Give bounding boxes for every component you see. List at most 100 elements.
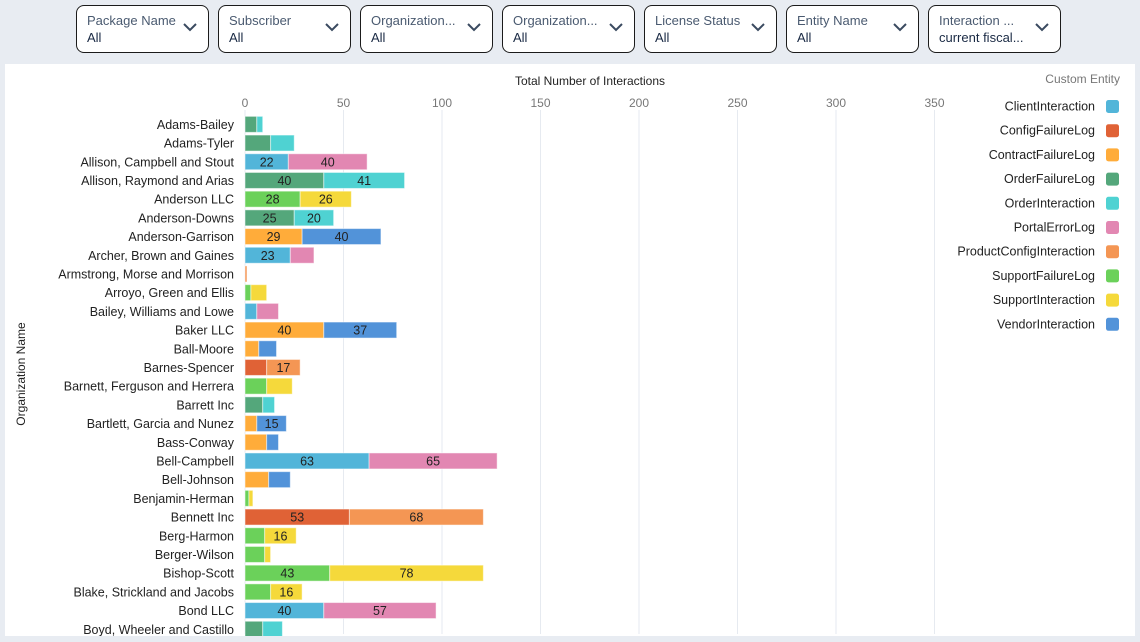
bar-segment[interactable] — [293, 209, 335, 227]
bar-segment[interactable] — [250, 284, 268, 302]
bar-segment[interactable] — [368, 452, 498, 470]
bar-segment[interactable] — [244, 377, 268, 395]
legend-item[interactable]: ClientInteraction — [1005, 100, 1119, 114]
bar-row[interactable] — [244, 265, 248, 283]
bar-segment[interactable] — [323, 321, 398, 339]
bar-segment[interactable] — [348, 508, 484, 526]
bar-segment[interactable] — [258, 340, 278, 358]
bar-segment[interactable] — [244, 284, 252, 302]
bar-row[interactable]: 40 41 — [244, 171, 406, 189]
legend-item[interactable]: SupportInteraction — [993, 293, 1119, 307]
bar-segment[interactable] — [248, 489, 254, 507]
bar-segment[interactable] — [244, 620, 264, 638]
filter-package-name[interactable]: Package Name All — [76, 5, 209, 53]
bar-segment[interactable] — [264, 527, 297, 545]
bar-segment[interactable] — [244, 265, 248, 283]
bar-row[interactable] — [244, 340, 278, 358]
bar-segment[interactable] — [323, 602, 437, 620]
bar-segment[interactable] — [256, 302, 279, 320]
stacked-bar-chart: Total Number of Interactions Organizatio… — [14, 72, 1120, 638]
bar-row[interactable]: 28 26 — [244, 190, 352, 208]
legend-label: ClientInteraction — [1005, 100, 1095, 114]
bar-segment[interactable] — [256, 115, 264, 133]
legend-item[interactable]: OrderFailureLog — [1004, 172, 1119, 186]
legend-item[interactable]: OrderInteraction — [1005, 196, 1119, 210]
legend-swatch — [1106, 124, 1119, 138]
bar-segment[interactable] — [270, 583, 303, 601]
bar-segment[interactable] — [244, 527, 266, 545]
bar-row[interactable] — [244, 377, 293, 395]
bar-row[interactable] — [244, 115, 264, 133]
filter-subscriber[interactable]: Subscriber All — [218, 5, 351, 53]
bar-row[interactable] — [244, 489, 254, 507]
bar-segment[interactable] — [287, 153, 368, 171]
legend-item[interactable]: ContractFailureLog — [989, 148, 1119, 162]
y-tick-label: Adams-Tyler — [164, 137, 234, 151]
bar-segment[interactable] — [256, 415, 287, 433]
bar-segment[interactable] — [299, 190, 352, 208]
bar-row[interactable]: 17 — [244, 358, 301, 376]
bar-segment[interactable] — [244, 433, 268, 451]
y-tick-label: Armstrong, Morse and Morrison — [58, 267, 234, 281]
bar-row[interactable]: 25 20 — [244, 209, 335, 227]
bar-segment[interactable] — [244, 115, 258, 133]
bar-row[interactable]: 15 — [244, 415, 287, 433]
bar-segment[interactable] — [244, 358, 268, 376]
filter-interaction-date[interactable]: Interaction ... current fiscal... — [928, 5, 1061, 53]
bar-row[interactable]: 16 — [244, 527, 297, 545]
bar-row[interactable]: 40 57 — [244, 602, 437, 620]
bar-segment[interactable] — [323, 171, 406, 189]
bar-segment[interactable] — [268, 471, 291, 489]
legend-item[interactable]: VendorInteraction — [997, 317, 1119, 331]
bar-segment[interactable] — [244, 340, 260, 358]
bar-segment[interactable] — [270, 134, 295, 152]
bar-segment[interactable] — [244, 545, 266, 563]
x-tick-label: 50 — [337, 96, 351, 110]
bar-segment[interactable] — [244, 583, 272, 601]
bar-row[interactable]: 23 — [244, 246, 315, 264]
bar-row[interactable]: 16 — [244, 583, 303, 601]
legend-item[interactable]: ProductConfigInteraction — [957, 245, 1119, 259]
y-tick-label: Bell-Johnson — [162, 473, 234, 487]
bar-row[interactable] — [244, 284, 268, 302]
bar-row[interactable] — [244, 396, 276, 414]
bar-segment[interactable] — [244, 134, 272, 152]
bar-row[interactable]: 29 40 — [244, 228, 382, 246]
bar-row[interactable]: 22 40 — [244, 153, 368, 171]
bar-row[interactable] — [244, 545, 272, 563]
bar-row[interactable]: 53 68 — [244, 508, 484, 526]
chevron-down-icon — [183, 23, 197, 32]
bar-segment[interactable] — [289, 246, 315, 264]
filter-license-status[interactable]: License Status All — [644, 5, 777, 53]
filter-entity-name[interactable]: Entity Name All — [786, 5, 919, 53]
bar-segment[interactable] — [262, 396, 276, 414]
bar-segment[interactable] — [266, 433, 279, 451]
bar-row[interactable] — [244, 302, 279, 320]
y-tick-labels: Adams-Bailey Adams-Tyler Allison, Campbell… — [58, 118, 235, 637]
bar-row[interactable] — [244, 134, 295, 152]
bar-segment[interactable] — [329, 564, 484, 582]
legend-item[interactable]: PortalErrorLog — [1014, 221, 1119, 235]
bar-row[interactable] — [244, 471, 291, 489]
bar-segment[interactable] — [266, 358, 301, 376]
bar-segment[interactable] — [244, 415, 258, 433]
bar-segment[interactable] — [262, 620, 283, 638]
bar-row[interactable]: 63 65 — [244, 452, 498, 470]
bar-segment[interactable] — [264, 545, 272, 563]
bar-segment[interactable] — [244, 489, 250, 507]
bar-segment[interactable] — [244, 302, 258, 320]
bar-row[interactable]: 43 78 — [244, 564, 484, 582]
bar-row[interactable] — [244, 433, 279, 451]
x-tick-label: 0 — [242, 96, 249, 110]
filter-organization-1[interactable]: Organization... All — [360, 5, 493, 53]
y-tick-label: Barnett, Ferguson and Herrera — [64, 380, 234, 394]
bar-segment[interactable] — [301, 228, 382, 246]
bar-row[interactable]: 40 37 — [244, 321, 398, 339]
filter-organization-2[interactable]: Organization... All — [502, 5, 635, 53]
bar-segment[interactable] — [266, 377, 293, 395]
bar-segment[interactable] — [244, 396, 264, 414]
legend-item[interactable]: SupportFailureLog — [992, 269, 1119, 283]
bar-row[interactable] — [244, 620, 283, 638]
bar-segment[interactable] — [244, 471, 270, 489]
legend-item[interactable]: ConfigFailureLog — [1000, 124, 1119, 138]
